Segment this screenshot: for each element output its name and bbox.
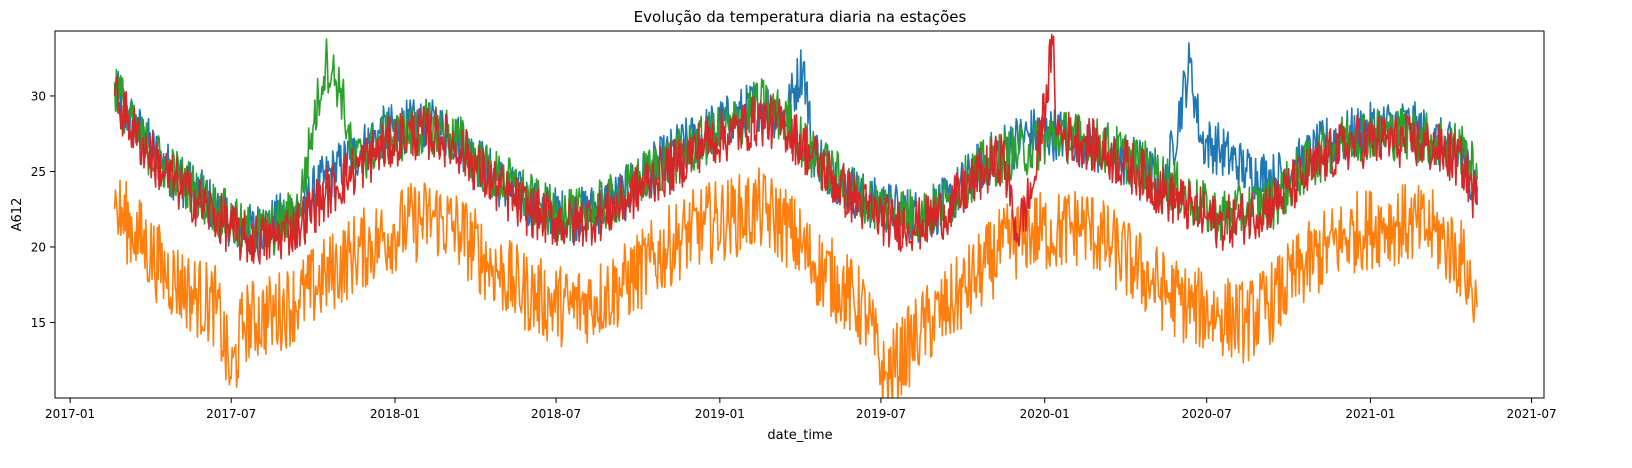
x-tick-label: 2020-07 bbox=[1182, 407, 1232, 421]
x-tick-label: 2018-01 bbox=[370, 407, 420, 421]
y-tick-label: 15 bbox=[31, 316, 46, 330]
y-tick-label: 30 bbox=[31, 89, 46, 103]
y-tick-label: 25 bbox=[31, 165, 46, 179]
series-line-2 bbox=[113, 167, 1478, 398]
x-tick-label: 2021-01 bbox=[1345, 407, 1395, 421]
x-tick-label: 2021-07 bbox=[1506, 407, 1556, 421]
plot-area-frame bbox=[54, 30, 1545, 399]
chart-title: Evolução da temperatura diaria na estaçõ… bbox=[634, 8, 967, 26]
x-tick-label: 2018-07 bbox=[531, 407, 581, 421]
x-tick-label: 2017-07 bbox=[206, 407, 256, 421]
x-axis-ticks: 2017-01 2017-07 2018-01 2018-07 2019-01 2019-… bbox=[45, 398, 1557, 421]
x-tick-label: 2019-07 bbox=[856, 407, 906, 421]
series-line-1 bbox=[113, 42, 1478, 255]
x-tick-label: 2017-01 bbox=[45, 407, 95, 421]
x-tick-label: 2019-01 bbox=[695, 407, 745, 421]
y-axis-ticks: 15 20 25 30 bbox=[31, 89, 55, 330]
series-line-4 bbox=[113, 33, 1478, 265]
y-axis-label: A612 bbox=[10, 198, 25, 232]
x-axis-label: date_time bbox=[767, 428, 832, 443]
x-tick-label: 2020-01 bbox=[1020, 407, 1070, 421]
series-layer bbox=[113, 33, 1478, 398]
y-tick-label: 20 bbox=[31, 240, 46, 254]
